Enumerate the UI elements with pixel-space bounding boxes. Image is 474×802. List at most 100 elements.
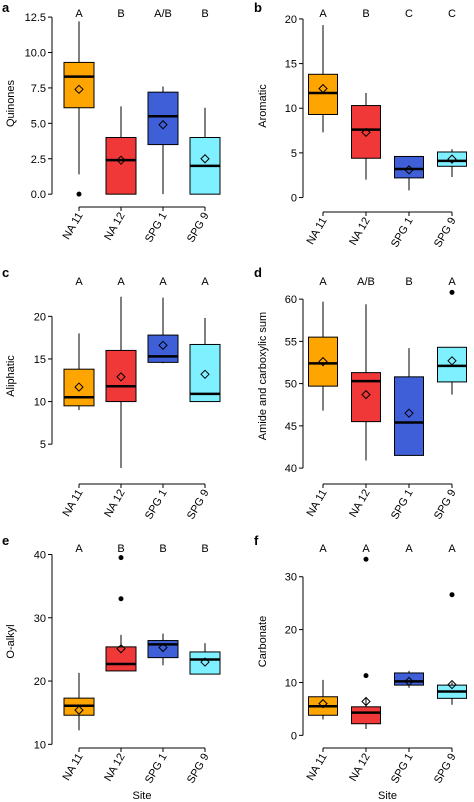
iqr-box: [105, 137, 137, 195]
x-tick-label: SPG 1: [143, 752, 170, 786]
box-spg-1: [394, 670, 424, 688]
outlier-point: [363, 556, 369, 562]
x-tick-label: NA 11: [61, 211, 86, 242]
x-tick-label: NA 12: [102, 752, 127, 784]
box-na-11: [308, 25, 338, 133]
iqr-box: [147, 91, 179, 146]
y-tick-label: 5: [291, 148, 297, 160]
x-axis-label: Site: [378, 790, 397, 802]
mean-marker: [200, 369, 210, 380]
box-na-12: [105, 106, 137, 195]
y-tick-label: 50: [285, 379, 297, 391]
x-tick-label: NA 11: [305, 488, 330, 519]
box-na-12: [105, 555, 137, 672]
outlier-point: [118, 596, 124, 602]
mean-marker: [447, 154, 457, 164]
x-tick-label: NA 12: [102, 211, 127, 243]
panel-f: f 0 10 20 30 Carbonate A NA 11 A NA 12 A SPG 1 A SPG …: [254, 533, 467, 802]
group-letter: B: [117, 8, 124, 20]
panel-d: d 40 45 50 55 60 Amide and carboxylic sum A NA 1…: [254, 265, 467, 522]
mean-marker: [318, 356, 328, 367]
mean-marker: [116, 155, 126, 165]
iqr-box: [189, 651, 221, 675]
y-tick-label: 30: [34, 613, 46, 625]
box-spg-9: [189, 318, 221, 403]
group-letter: A: [75, 543, 83, 555]
x-tick-label: SPG 1: [389, 488, 416, 522]
iqr-box: [105, 646, 137, 672]
box-na-12: [351, 93, 381, 180]
box-na-12: [351, 304, 381, 461]
group-letter: A/B: [357, 276, 375, 288]
box-na-12: [351, 556, 381, 730]
panel-letter: d: [254, 265, 262, 280]
x-tick-label: NA 12: [347, 488, 372, 520]
box-spg-1: [147, 633, 179, 666]
outlier-point: [363, 673, 369, 679]
iqr-box: [437, 151, 467, 167]
group-letter: A: [319, 276, 327, 288]
outlier-point: [449, 592, 455, 598]
iqr-box: [394, 155, 424, 179]
group-letter: A: [362, 543, 370, 555]
iqr-box: [105, 349, 137, 403]
y-tick-label: 10: [285, 677, 297, 689]
mean-marker: [447, 679, 457, 690]
mean-marker: [404, 676, 414, 687]
y-tick-label: 15: [285, 59, 297, 71]
x-tick-label: SPG 1: [143, 211, 170, 245]
box-na-11: [308, 679, 338, 720]
mean-marker: [158, 340, 168, 351]
x-tick-label: NA 11: [61, 752, 86, 783]
outlier-point: [118, 555, 124, 561]
group-letter: A: [405, 543, 413, 555]
x-tick-label: SPG 9: [185, 211, 212, 245]
panel-letter: e: [2, 533, 9, 548]
group-letter: A: [75, 8, 83, 20]
mean-marker: [74, 705, 84, 715]
panel-e: e 10 20 30 40 O-alkyl A NA 11 B NA 12 B SPG 1 B SPG 9…: [2, 533, 221, 802]
iqr-box: [189, 343, 221, 403]
x-tick-label: SPG 9: [185, 752, 212, 786]
x-tick-label: SPG 1: [143, 488, 170, 522]
x-tick-label: NA 12: [347, 216, 372, 248]
mean-marker: [200, 657, 210, 667]
box-spg-9: [189, 643, 221, 675]
group-letter: A: [117, 276, 125, 288]
y-tick-label: 20: [285, 14, 297, 26]
y-tick-label: 60: [285, 294, 297, 306]
y-axis-label: O-alkyl: [5, 624, 17, 658]
x-tick-label: SPG 9: [432, 488, 459, 522]
group-letter: C: [405, 8, 413, 20]
y-tick-label: 7.5: [31, 83, 46, 95]
box-spg-1: [147, 297, 179, 364]
y-axis-label: Quinones: [5, 79, 17, 127]
mean-marker: [318, 83, 328, 94]
x-axis-label: Site: [133, 790, 152, 802]
y-tick-label: 2.5: [31, 154, 46, 166]
y-axis-label: Amide and carboxylic sum: [257, 312, 269, 440]
group-letter: C: [448, 8, 456, 20]
group-letter: A: [319, 8, 327, 20]
x-tick-label: SPG 9: [432, 752, 459, 786]
box-spg-1: [147, 86, 179, 195]
box-na-11: [308, 301, 338, 411]
mean-marker: [158, 642, 168, 653]
iqr-box: [308, 336, 338, 387]
y-tick-label: 5: [40, 439, 46, 451]
group-letter: B: [159, 543, 166, 555]
group-letter: B: [117, 543, 124, 555]
box-spg-9: [437, 592, 467, 705]
y-tick-label: 10: [34, 739, 46, 751]
y-axis-label: Aromatic: [257, 84, 269, 128]
panel-letter: a: [2, 0, 10, 15]
box-spg-9: [437, 149, 467, 177]
mean-marker: [361, 389, 371, 400]
panel-b: b 0 5 10 15 20 Aromatic A NA 11 B NA 12 C SPG 1 C SPG …: [254, 0, 467, 250]
box-na-11: [63, 21, 95, 197]
box-spg-1: [394, 155, 424, 191]
mean-marker: [158, 120, 168, 130]
iqr-box: [394, 672, 424, 686]
group-letter: A: [448, 276, 456, 288]
